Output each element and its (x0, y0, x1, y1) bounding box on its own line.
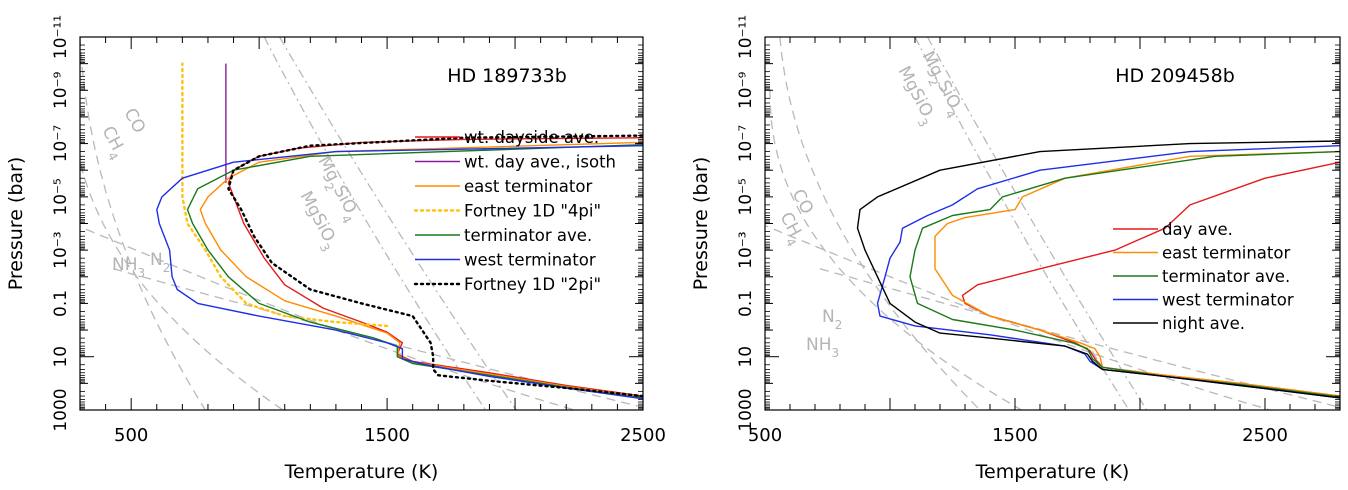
reference-label-part: CO (120, 105, 150, 137)
reference-label-nh3: NH3 (112, 255, 145, 280)
reference-label-part: Mg (314, 153, 344, 185)
reference-label-part: NH (112, 255, 138, 275)
reference-label-part: 3 (138, 266, 146, 280)
legend-label-1: wt. dayside ave. (464, 128, 599, 147)
y-tick-label: 10⁻⁷ (51, 125, 71, 163)
x-tick-label: 500 (748, 425, 782, 446)
reference-label-part: 4 (338, 213, 354, 226)
reference-curve-co (779, 37, 981, 410)
x-tick-label: 1500 (364, 425, 410, 446)
reference-label-part: N (150, 250, 163, 270)
legend-label-2: east terminator (1162, 244, 1290, 263)
reference-label-part: 3 (915, 116, 931, 129)
y-tick-label: 10⁻¹¹ (51, 15, 71, 59)
reference-label-nh3: NH3 (806, 335, 839, 360)
plot-area (765, 37, 1340, 410)
reference-curve-nh3 (765, 224, 1273, 410)
legend-label-6: west terminator (464, 251, 596, 270)
series-line-3 (909, 150, 1340, 398)
legend-label-5: night ave. (1162, 314, 1245, 333)
chart-panel-1: 500 1500 2500 1000 10 0.1 10⁻³ 10⁻⁵ 10⁻⁷ 10⁻⁹ 10⁻¹… (5, 15, 666, 483)
reference-curve-mgsio3 (914, 37, 1130, 410)
reference-label-co: CO (120, 105, 150, 137)
x-tick-label: 2500 (1242, 425, 1288, 446)
legend-label-4: west terminator (1162, 291, 1294, 310)
y-axis-label: Pressure (bar) (5, 157, 27, 291)
legend-label-5: terminator ave. (464, 226, 592, 245)
plot-frame (764, 36, 1341, 411)
y-tick-label: 10⁻⁹ (736, 71, 756, 109)
chart-title: HD 189733b (447, 65, 567, 87)
reference-label-part: CH (98, 123, 127, 154)
reference-label-part: 3 (317, 241, 333, 254)
y-tick-label: 0.1 (736, 290, 756, 317)
chart-panel-2: 500 1500 2500 1000 10 0.1 10⁻³ 10⁻⁵ 10⁻⁷ 10⁻⁹ 10⁻¹… (690, 15, 1341, 483)
y-tick-label: 10⁻⁹ (51, 71, 71, 109)
reference-label-part: 3 (832, 346, 840, 360)
plot-area (80, 37, 643, 410)
series-line-7 (227, 134, 643, 398)
y-tick-label: 10⁻¹¹ (736, 15, 756, 59)
x-tick-label: 500 (114, 425, 148, 446)
reference-label-part: NH (806, 335, 832, 355)
legend-label-4: Fortney 1D "4pi" (464, 202, 601, 221)
reference-curve-mg2sio4 (279, 37, 517, 410)
chart-title: HD 209458b (1115, 65, 1235, 87)
reference-curve-co (80, 37, 206, 410)
series-line-5 (856, 140, 1340, 399)
y-tick-label: 1000 (736, 388, 756, 431)
reference-curve-n2 (819, 268, 1340, 408)
reference-label-part: 4 (942, 108, 958, 121)
reference-label-n2: N2 (822, 307, 842, 332)
reference-label-part: 2 (835, 318, 843, 332)
y-tick-label: 1000 (51, 388, 71, 431)
reference-label-part: 4 (105, 150, 121, 163)
legend-label-3: east terminator (464, 177, 592, 196)
y-tick-label: 10⁻⁵ (736, 178, 756, 215)
plot-frame (79, 36, 644, 411)
reference-label-n2: N2 (150, 250, 170, 275)
x-tick-label: 1500 (992, 425, 1038, 446)
y-tick-label: 10 (736, 346, 756, 368)
y-tick-label: 10⁻⁷ (736, 125, 756, 163)
y-tick-label: 10⁻⁵ (51, 178, 71, 215)
series-line-6 (156, 145, 643, 400)
reference-label-part: 4 (783, 236, 799, 249)
legend-label-1: day ave. (1162, 220, 1233, 239)
reference-curve-ch4 (769, 90, 1023, 410)
reference-curve-mgsio3 (263, 37, 487, 410)
reference-label-part: 2 (163, 261, 171, 275)
reference-curve-mg2sio4 (926, 37, 1148, 410)
reference-label-part: N (822, 307, 835, 327)
y-axis-label: Pressure (bar) (690, 157, 712, 291)
series-line-4 (181, 62, 389, 328)
y-tick-label: 10⁻³ (51, 231, 71, 268)
reference-curve-nh3 (80, 226, 577, 410)
legend-label-2: wt. day ave., isoth (464, 153, 616, 172)
x-tick-label: 2500 (620, 425, 666, 446)
y-tick-label: 10⁻³ (736, 231, 756, 268)
y-tick-label: 0.1 (51, 290, 71, 317)
x-axis-label: Temperature (K) (975, 461, 1130, 483)
legend-label-7: Fortney 1D "2pi" (464, 275, 601, 294)
x-axis-label: Temperature (K) (284, 461, 439, 483)
reference-label-part: Mg (918, 48, 948, 80)
reference-label-ch4: CH4 (93, 123, 130, 163)
legend-label-3: terminator ave. (1162, 267, 1290, 286)
y-tick-label: 10 (51, 346, 71, 368)
